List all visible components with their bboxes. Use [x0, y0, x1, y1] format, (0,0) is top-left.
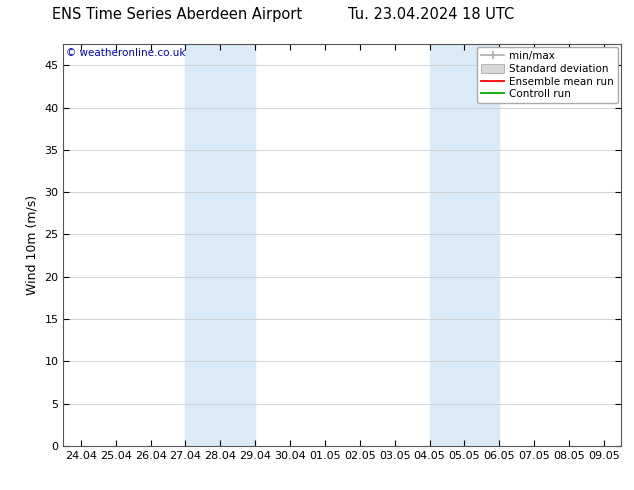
Bar [429, 44, 500, 446]
Text: ENS Time Series Aberdeen Airport: ENS Time Series Aberdeen Airport [53, 7, 302, 22]
Text: Tu. 23.04.2024 18 UTC: Tu. 23.04.2024 18 UTC [348, 7, 514, 22]
Legend: min/max, Standard deviation, Ensemble mean run, Controll run: min/max, Standard deviation, Ensemble me… [477, 47, 618, 103]
Text: © weatheronline.co.uk: © weatheronline.co.uk [66, 48, 186, 58]
Y-axis label: Wind 10m (m/s): Wind 10m (m/s) [26, 195, 39, 295]
Bar [185, 44, 255, 446]
